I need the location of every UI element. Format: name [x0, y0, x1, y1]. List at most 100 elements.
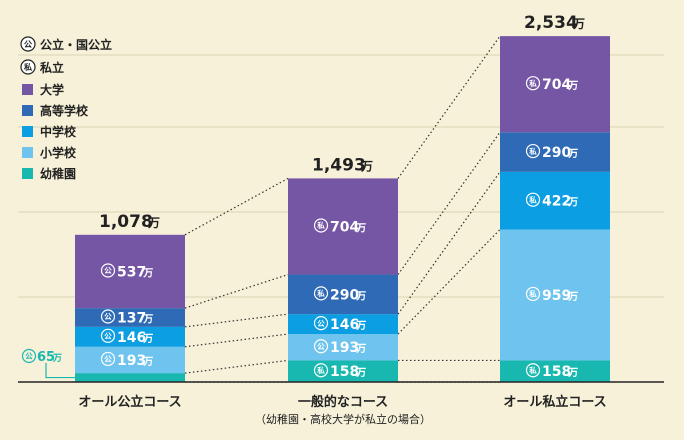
type-marker-circle [525, 192, 541, 207]
segment-label-outside: 公 65万 [21, 348, 75, 379]
bar-segment [500, 171, 610, 230]
category-label: オール私立コース [503, 394, 606, 410]
type-marker-circle [100, 309, 116, 324]
legend-item: 大学 [22, 82, 64, 97]
segment-unit: 万 [355, 320, 366, 332]
type-marker-circle [20, 36, 36, 52]
category-note: （幼稚園・高校大学が私立の場合） [255, 412, 431, 426]
bar-segment [288, 178, 398, 275]
type-marker: 私 [525, 143, 541, 159]
segment-value: 422 [542, 194, 571, 210]
type-marker-glyph: 私 [528, 289, 537, 299]
bar-total-unit: 万 [360, 159, 373, 173]
segment-value: 158 [330, 364, 359, 380]
connector-line [397, 35, 501, 179]
bar-segment [288, 334, 398, 361]
type-marker: 公 [313, 316, 329, 331]
type-marker: 公 [100, 351, 116, 367]
bar-segment [288, 274, 398, 315]
type-marker: 私 [313, 286, 329, 301]
type-marker: 私 [525, 76, 541, 91]
segment-unit: 万 [142, 313, 153, 325]
type-marker-circle [20, 59, 36, 75]
bar-segment [500, 36, 610, 133]
segment-unit: 万 [355, 290, 366, 302]
segment-value: 65 [37, 350, 55, 365]
type-marker-glyph: 私 [528, 194, 537, 204]
segment-value: 959 [542, 288, 571, 304]
segment-unit: 万 [567, 291, 578, 303]
segment-value: 193 [330, 340, 359, 356]
segment-unit: 万 [355, 367, 366, 379]
bar-segment [75, 346, 185, 374]
bar-total-unit: 万 [147, 216, 160, 230]
legend-swatch [22, 126, 33, 137]
legend-label: 公立・国公立 [40, 37, 112, 52]
bar-total-unit: 万 [572, 17, 585, 31]
type-marker: 私 [525, 363, 541, 378]
connector-line [184, 313, 289, 328]
segment-value: 290 [542, 145, 571, 161]
bar-segment [75, 373, 185, 382]
connector-line [184, 177, 289, 236]
type-marker: 公 [100, 309, 116, 324]
type-marker-circle [21, 348, 37, 364]
type-marker-glyph: 私 [528, 78, 537, 88]
connector-line [184, 359, 289, 374]
type-marker-glyph: 公 [104, 266, 112, 275]
connector-line [397, 171, 501, 315]
legend-item: 公公立・国公立 [20, 36, 112, 52]
segment-value: 158 [542, 364, 571, 380]
type-marker-glyph: 私 [528, 146, 537, 156]
connector-line [184, 333, 289, 348]
legend-swatch [22, 84, 33, 95]
connector-line [397, 229, 501, 335]
type-marker: 私 [313, 363, 329, 378]
connector-line [397, 131, 501, 275]
bar-segment [500, 229, 610, 361]
type-marker: 公 [21, 348, 37, 364]
bar-total-value: 1,078 [99, 212, 153, 232]
type-marker-glyph: 公 [25, 352, 33, 361]
legend-swatch [22, 105, 33, 116]
legend-swatch [22, 168, 33, 179]
legend-item: 幼稚園 [22, 166, 76, 181]
category-labels: オール公立コース 一般的なコース （幼稚園・高校大学が私立の場合） オール私立コース [78, 394, 606, 426]
legend-item: 中学校 [22, 124, 77, 139]
bar-segment [500, 132, 610, 172]
segment-value: 146 [330, 317, 359, 333]
type-marker: 私 [525, 286, 541, 302]
segment-unit: 万 [142, 333, 153, 345]
legend-label: 高等学校 [40, 103, 89, 118]
type-marker-glyph: 私 [316, 220, 325, 230]
bar-total-value: 2,534 [524, 13, 578, 33]
type-marker-circle [100, 351, 116, 367]
type-marker: 公 [100, 328, 116, 343]
type-marker: 公 [20, 36, 36, 52]
bar-total-value: 1,493 [312, 155, 366, 175]
connector-line [184, 273, 289, 309]
type-marker-circle [525, 143, 541, 159]
type-marker-circle [313, 286, 329, 301]
category-label: 一般的なコース [298, 394, 388, 410]
segment-value: 537 [117, 264, 146, 280]
type-marker: 公 [313, 339, 329, 354]
